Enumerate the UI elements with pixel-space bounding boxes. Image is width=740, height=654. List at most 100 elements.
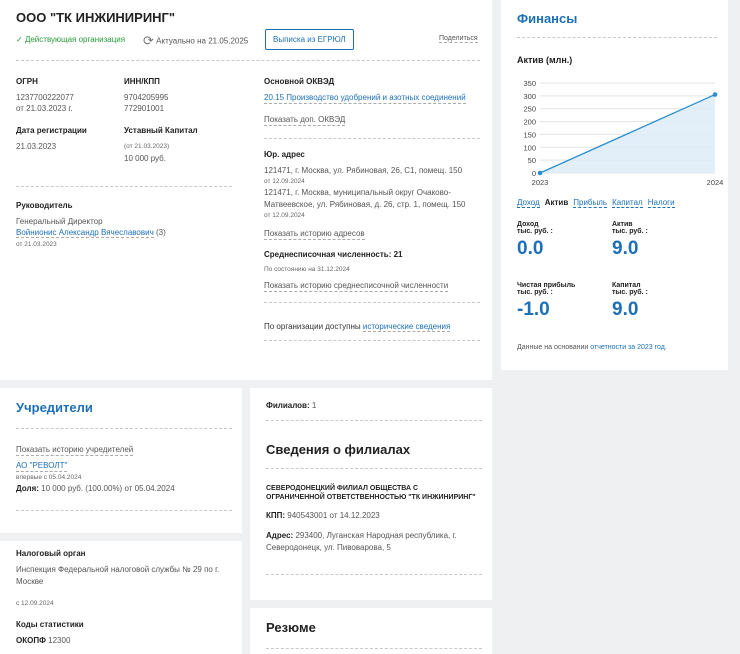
branches-count: Филиалов: 1 [266, 401, 317, 410]
data-point[interactable] [537, 170, 543, 176]
historical-link[interactable]: исторические сведения [362, 322, 451, 332]
capital-date: (от 21.03.2023) [124, 143, 170, 150]
finance-card: Финансы Актив (млн.) 350 300 250 200 150 100 5… [501, 0, 728, 370]
finance-tabs: Доход Актив Прибыль Капитал Налоги [517, 198, 680, 208]
metric-3: Капитал тыс. руб. : 9.0 [612, 282, 648, 321]
capital-label: Уставный Капитал [124, 126, 198, 135]
okved-label: Основной ОКВЭД [264, 77, 335, 86]
kpp-value: 772901001 [124, 104, 165, 113]
reg-value: 21.03.2023 [16, 142, 57, 151]
y-tick-label: 50 [528, 156, 536, 165]
y-tick-label: 200 [523, 118, 536, 127]
founders-history[interactable]: Показать историю учредителей [16, 445, 134, 456]
address-line2b: Матвеевское, ул. Рябиновая, д. 26, стр. … [264, 200, 466, 209]
y-tick-label: 300 [523, 92, 536, 101]
data-point[interactable] [712, 92, 718, 97]
metric-unit: тыс. руб. : [517, 289, 553, 296]
finance-footnote: Данные на основании отчетности за 2023 г… [517, 344, 667, 351]
address-line2a: 121471, г. Москва, муниципальный округ О… [264, 188, 451, 197]
stat-label: Коды статистики [16, 620, 84, 629]
company-title: ООО "ТК ИНЖИНИРИНГ" [16, 10, 176, 25]
branches-card: Филиалов: 1 Сведения о филиалах СЕВЕРОДО… [250, 388, 492, 600]
founder-name[interactable]: АО "РЕВОЛТ" [16, 461, 68, 472]
report-link[interactable]: отчетности за 2023 год. [590, 344, 667, 351]
head-name-link[interactable]: Войнионис Александр Вячеславович [16, 228, 154, 238]
founder-share: Доля: 10 000 руб. (100.00%) от 05.04.202… [16, 484, 175, 493]
branch-kpp: КПП: 940543001 от 14.12.2023 [266, 511, 380, 520]
reg-label: Дата регистрации [16, 126, 87, 135]
finance-tab-1[interactable]: Актив [544, 198, 569, 207]
check-icon: ✓ [16, 35, 23, 44]
employees-history[interactable]: Показать историю среднесписочной численн… [264, 281, 449, 292]
resume-card: Резюме [250, 608, 492, 654]
founder-first: впервые с 05.04.2024 [16, 474, 82, 481]
metric-label: Чистая прибыль [517, 282, 576, 289]
address-line1: 121471, г. Москва, ул. Рябиновая, 26, С1… [264, 166, 463, 175]
y-tick-label: 0 [532, 169, 536, 178]
finance-tab-2[interactable]: Прибыль [573, 198, 608, 208]
employees-label: Среднесписочная численность: 21 [264, 250, 403, 259]
head-name: Войнионис Александр Вячеславович (3) [16, 228, 166, 238]
tax-line2: Москве [16, 577, 44, 586]
okopf: ОКОПФ 12300 [16, 636, 71, 645]
metric-unit: тыс. руб. : [612, 228, 648, 235]
metric-2: Чистая прибыль тыс. руб. : -1.0 [517, 282, 575, 321]
metric-0: Доход тыс. руб. : 0.0 [517, 221, 553, 260]
finance-title: Финансы [517, 11, 578, 26]
y-tick-label: 350 [523, 79, 536, 88]
tax-line1: Инспекция Федеральной налоговой службы №… [16, 565, 220, 574]
head-since: от 21.03.2023 [16, 241, 57, 248]
head-role: Генеральный Директор [16, 217, 103, 226]
inn-value: 9704205995 [124, 93, 169, 102]
inn-label: ИНН/КПП [124, 77, 160, 86]
address-date1: от 12.09.2024 [264, 178, 305, 185]
metric-value: 9.0 [612, 299, 639, 320]
address-history[interactable]: Показать историю адресов [264, 229, 365, 240]
metric-unit: тыс. руб. : [612, 289, 648, 296]
refresh-icon: ⟳ [143, 33, 154, 48]
okved-more[interactable]: Показать доп. ОКВЭД [264, 115, 346, 126]
resume-title: Резюме [266, 620, 316, 635]
finance-tab-0[interactable]: Доход [517, 198, 540, 208]
ogrn-value: 1237700222077 [16, 93, 74, 102]
y-tick-label: 100 [523, 143, 536, 152]
founders-title: Учредители [16, 400, 93, 415]
y-tick-label: 150 [523, 130, 536, 139]
head-label: Руководитель [16, 201, 73, 210]
okved-value[interactable]: 20.15 Производство удобрений и азотных с… [264, 93, 466, 104]
branch-name1: СЕВЕРОДОНЕЦКИЙ ФИЛИАЛ ОБЩЕСТВА С [266, 485, 419, 492]
status-badge: ✓ Действующая организация [16, 35, 126, 44]
y-tick-label: 250 [523, 105, 536, 114]
egrul-button[interactable]: Выписка из ЕГРЮЛ [265, 29, 354, 50]
finance-tab-4[interactable]: Налоги [647, 198, 675, 208]
metrics: Доход тыс. руб. :0.0 Актив тыс. руб. :9.0 Чи… [517, 221, 717, 341]
founders-card: Учредители Показать историю учредителей … [0, 388, 242, 533]
historical-info: По организации доступны исторические све… [264, 322, 451, 332]
metric-label: Доход [517, 221, 539, 228]
x-tick-label: 2024 [707, 178, 724, 187]
share-link[interactable]: Поделиться [439, 35, 478, 43]
chart-title: Актив (млн.) [517, 55, 573, 65]
series-line [539, 93, 716, 174]
branch-name2: ОГРАНИЧЕННОЙ ОТВЕТСТВЕННОСТЬЮ "ТК ИНЖИНИ… [266, 494, 476, 501]
metric-value: 9.0 [612, 238, 639, 259]
capital-value: 10 000 руб. [124, 154, 166, 163]
employees-asof: По состоянию на 31.12.2024 [264, 266, 350, 273]
metric-label: Капитал [612, 282, 641, 289]
finance-tab-3[interactable]: Капитал [612, 198, 643, 208]
metric-1: Актив тыс. руб. : 9.0 [612, 221, 648, 260]
metric-value: 0.0 [517, 238, 544, 259]
branches-title: Сведения о филиалах [266, 442, 411, 457]
address-date2: от 12.09.2024 [264, 212, 305, 219]
branch-address2: Северодонецк, ул. Пивоварова, 5 [266, 543, 391, 552]
x-tick-label: 2023 [532, 178, 549, 187]
metric-label: Актив [612, 221, 633, 228]
branch-address: Адрес: 293400, Луганская Народная респуб… [266, 531, 457, 540]
metric-value: -1.0 [517, 299, 550, 320]
company-card: ООО "ТК ИНЖИНИРИНГ" ✓ Действующая органи… [0, 0, 492, 380]
tax-label: Налоговый орган [16, 549, 86, 558]
ogrn-label: ОГРН [16, 77, 38, 86]
metric-unit: тыс. руб. : [517, 228, 553, 235]
tax-since: с 12.09.2024 [16, 600, 54, 607]
